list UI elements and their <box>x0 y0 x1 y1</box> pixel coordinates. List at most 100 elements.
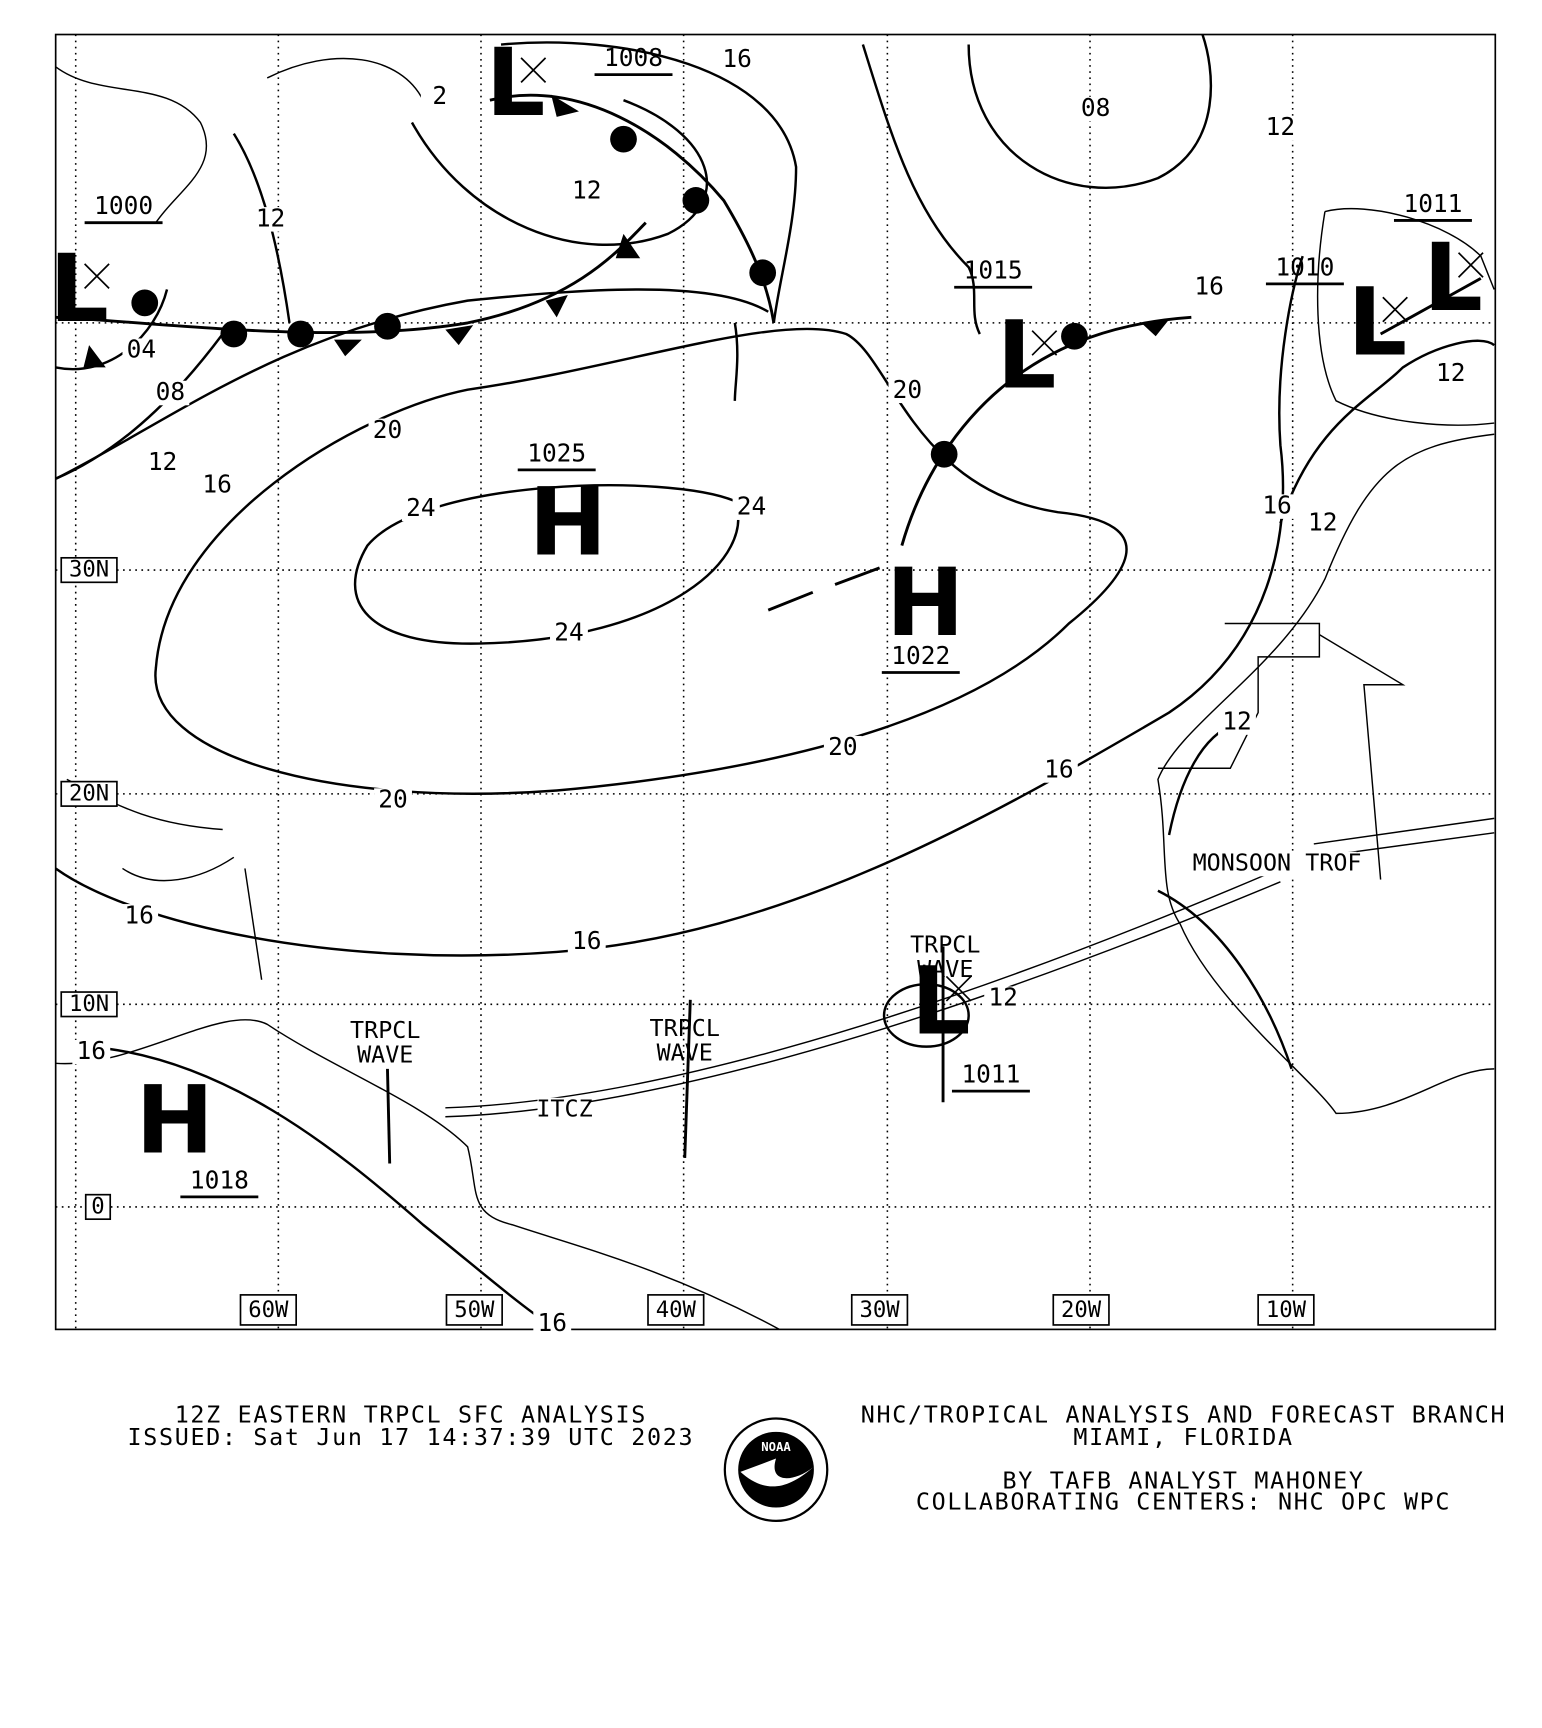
lon-label-box <box>850 1294 909 1326</box>
isobar-label: 12 <box>256 203 285 232</box>
feature-line: TRPCL <box>650 1013 720 1041</box>
isobar-label: 12 <box>1436 358 1465 387</box>
lat-label: 30N <box>69 557 109 583</box>
isobar-label-bg <box>718 47 756 73</box>
feature-label: TRPCL WAVE <box>910 930 980 982</box>
feature-label: TRPCL WAVE <box>650 1013 720 1065</box>
feature-line: WAVE <box>357 1040 413 1068</box>
isobar-label: 24 <box>737 492 766 521</box>
footer-collaborating: COLLABORATING CENTERS: NHC OPC WPC <box>916 1488 1451 1516</box>
isobar-label: 16 <box>538 1308 567 1337</box>
lon-label-box <box>445 1294 503 1326</box>
isobar-label: 16 <box>77 1036 106 1065</box>
coastlines <box>55 57 1495 1331</box>
lat-label: 0 <box>91 1193 104 1219</box>
noaa-logo-text: NOAA <box>761 1440 791 1454</box>
lat-label-box <box>60 991 118 1018</box>
lon-label-box <box>647 1294 705 1326</box>
isobar-label-bg <box>401 496 440 522</box>
isobar-label: 12 <box>572 176 601 205</box>
feature-label-bg <box>1196 851 1357 877</box>
map-frame <box>54 33 1497 1331</box>
low-center-x <box>1031 330 1058 356</box>
feature-label: ITCZ <box>536 1095 592 1123</box>
footer-issued: ISSUED: Sat Jun 17 14:37:39 UTC 2023 <box>127 1423 694 1451</box>
footer-office: NHC/TROPICAL ANALYSIS AND FORECAST BRANC… <box>861 1401 1506 1429</box>
low-center-x <box>520 57 547 83</box>
lon-label: 40W <box>656 1297 697 1323</box>
pressure-value: 1000 <box>94 191 153 220</box>
pressure-value: 1010 <box>1275 252 1334 281</box>
pressure-value: 1011 <box>961 1060 1020 1089</box>
isobar-label: 24 <box>406 493 435 522</box>
lon-label: 20W <box>1061 1297 1102 1323</box>
isobar-label-bg <box>1303 511 1342 536</box>
isobar-label-bg <box>550 621 588 646</box>
pressure-value: 1008 <box>604 43 663 72</box>
isobar-label: 20 <box>893 375 922 404</box>
isobar-label-bg <box>143 450 182 476</box>
isobar-label-bg <box>1190 275 1229 300</box>
isobar-label: 16 <box>572 926 601 955</box>
isobar-label-bg <box>420 84 459 110</box>
footer-title: 12Z EASTERN TRPCL SFC ANALYSIS <box>175 1401 647 1429</box>
lat-label: 10N <box>69 991 109 1017</box>
pressure-symbol: L <box>911 948 971 1057</box>
low-center-x <box>945 975 972 1002</box>
pressure-value: 1025 <box>527 438 586 467</box>
isobar-label-bg <box>533 1311 572 1337</box>
pressure-symbol: H <box>886 549 964 658</box>
isobar-label: 20 <box>828 732 857 761</box>
lon-label-box <box>1052 1294 1110 1326</box>
isobar-label: 24 <box>554 618 583 647</box>
low-center-x <box>84 263 110 289</box>
low-center-x <box>1382 296 1408 323</box>
lon-label: 10W <box>1266 1297 1307 1323</box>
pressure-value: 1015 <box>964 256 1023 285</box>
isobar-label-bg <box>151 380 190 406</box>
isobar-label-bg <box>1431 361 1470 387</box>
lon-label: 50W <box>454 1297 495 1323</box>
isobar-label: 16 <box>1262 491 1291 520</box>
isobar-label: 12 <box>1308 507 1337 536</box>
isobar-label: 20 <box>373 415 402 444</box>
isobar-label: 2 <box>432 81 447 110</box>
lat-label-box <box>60 780 118 807</box>
lon-label-box <box>1257 1294 1315 1326</box>
isobar-label: 16 <box>202 469 231 498</box>
pressure-symbol: L <box>1347 268 1407 377</box>
isobar-label: 12 <box>988 983 1017 1012</box>
isobar-label-bg <box>1039 758 1078 783</box>
isobar-label-bg <box>567 929 606 955</box>
footer-analyst: BY TAFB ANALYST MAHONEY <box>1002 1466 1364 1494</box>
noaa-logo-bird <box>740 1458 813 1487</box>
isobar-label: 16 <box>1044 754 1073 783</box>
isobar-label-bg <box>1218 710 1256 735</box>
isobar-label-bg <box>732 495 771 520</box>
isobar-label-bg <box>374 788 412 813</box>
isobar-label-bg <box>823 735 862 761</box>
feature-label-bg <box>537 1097 591 1123</box>
lat-label-box <box>84 1193 112 1221</box>
feature-line: WAVE <box>917 954 973 982</box>
lon-label-box <box>239 1294 297 1326</box>
pressure-value: 1022 <box>891 641 950 670</box>
pressure-symbol: L <box>486 29 546 138</box>
isobar-label: 16 <box>1194 271 1223 300</box>
isobar-label: 20 <box>378 785 407 814</box>
feature-line: WAVE <box>657 1038 713 1066</box>
isobar-label-bg <box>72 1039 111 1065</box>
isobar-label-bg <box>984 986 1023 1011</box>
feature-line: TRPCL <box>910 930 980 958</box>
isobar-label: 08 <box>156 377 185 406</box>
isobar-label: 08 <box>1081 93 1110 122</box>
lat-label: 20N <box>69 780 109 806</box>
isobar-label: 12 <box>1266 112 1295 141</box>
noaa-logo-inner <box>738 1431 814 1508</box>
map-canvas: 30N 20N 10N 0 60W 50W 40W 30W 20W 10W 16 12 12 2 08 12 1… <box>49 29 1506 1523</box>
isobar-label-bg <box>1076 96 1115 122</box>
pressure-symbol: L <box>1423 224 1483 333</box>
footer-location: MIAMI, FLORIDA <box>1073 1423 1293 1451</box>
